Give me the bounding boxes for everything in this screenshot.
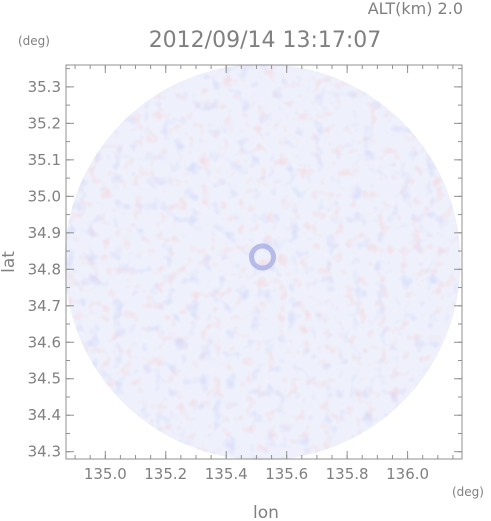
- radar-center-echo: [248, 243, 276, 271]
- y-tick-label: 35.1: [28, 151, 61, 169]
- y-tick-label: 34.5: [28, 370, 61, 388]
- x-tick-label: 135.8: [326, 465, 369, 483]
- subtitle: ALT(km) 2.0: [368, 0, 463, 18]
- x-tick-label: 136.0: [386, 465, 429, 483]
- y-tick-label: 34.4: [28, 406, 61, 424]
- y-tick-label: 34.8: [28, 260, 61, 278]
- y-tick-label: 35.3: [28, 78, 61, 96]
- y-tick-label: 34.6: [28, 333, 61, 351]
- x-unit-label: (deg): [452, 485, 484, 499]
- y-tick-label: 34.9: [28, 224, 61, 242]
- y-tick-label: 34.3: [28, 443, 61, 461]
- axis-ticks: 135.0 135.2 135.4 135.6 135.8 136.0 34.3 34.4 34…: [28, 65, 462, 483]
- y-tick-label: 35.0: [28, 187, 61, 205]
- x-tick-label: 135.6: [265, 465, 308, 483]
- chart-title: 2012/09/14 13:17:07: [149, 28, 382, 53]
- x-tick-label: 135.2: [144, 465, 187, 483]
- y-axis-label: lat: [0, 251, 19, 273]
- radar-field: [64, 64, 461, 460]
- plot-frame: [65, 64, 463, 460]
- radar-texture: [66, 65, 461, 460]
- x-tick-label: 135.0: [84, 465, 127, 483]
- y-tick-label: 34.7: [28, 297, 61, 315]
- x-axis-label: lon: [253, 503, 279, 521]
- y-unit-label: (deg): [18, 34, 50, 48]
- x-tick-label: 135.4: [205, 465, 248, 483]
- y-tick-label: 35.2: [28, 114, 61, 132]
